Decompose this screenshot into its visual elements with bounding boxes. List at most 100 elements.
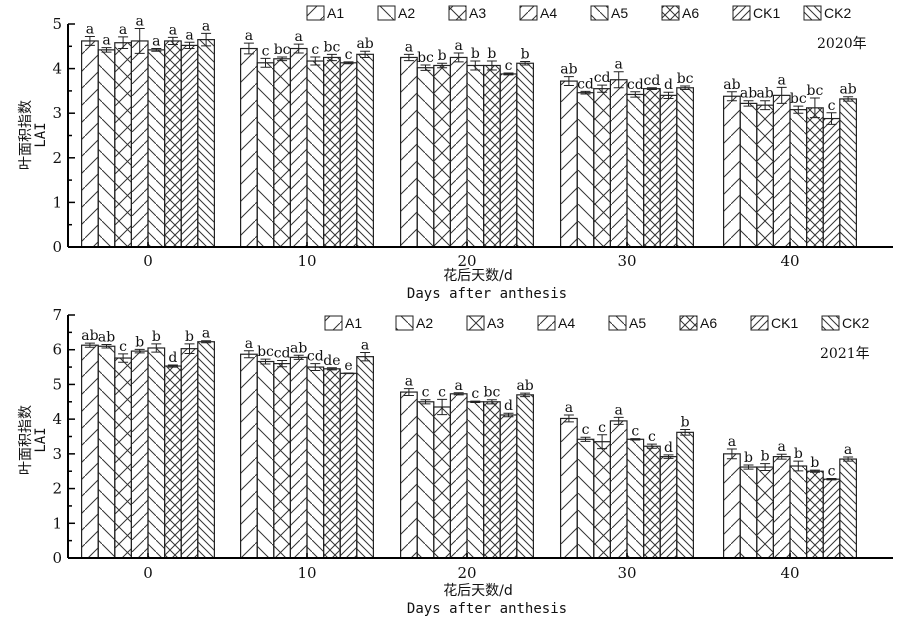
- significance-label: bc: [677, 71, 694, 87]
- error-bar: [201, 340, 212, 344]
- error-bar: [663, 454, 674, 459]
- bar-a1-day-40: [722, 453, 741, 559]
- bar-ck1-day-10: [339, 372, 358, 559]
- bar-a5-day-40: [789, 465, 808, 559]
- legend-swatch-a5: [608, 315, 627, 331]
- significance-label: c: [598, 420, 606, 436]
- bar-a1-day-10: [240, 47, 258, 248]
- bar-a2-day-30: [576, 92, 595, 248]
- error-bar: [843, 456, 854, 462]
- error-bar: [277, 56, 288, 62]
- error-bar: [843, 96, 854, 102]
- error-bar: [326, 53, 337, 62]
- significance-label: b: [744, 450, 753, 466]
- bar-a5-day-0: [147, 347, 166, 559]
- error-bar: [134, 27, 145, 54]
- x-axis-title: 花后天数/d: [443, 583, 513, 599]
- significance-label: c: [828, 464, 836, 480]
- y-axis-title-en: LAI: [33, 427, 49, 452]
- x-axis-title-en: Days after anthesis: [407, 286, 567, 302]
- error-bar: [597, 434, 608, 450]
- significance-label: a: [245, 28, 253, 44]
- error-bar: [597, 84, 608, 93]
- significance-label: a: [169, 22, 177, 38]
- bar-ck2-day-0: [197, 39, 216, 248]
- significance-label: a: [361, 337, 369, 353]
- significance-label: b: [185, 329, 194, 345]
- significance-label: b: [681, 415, 690, 431]
- error-bar: [84, 35, 95, 46]
- error-bar: [167, 36, 178, 46]
- error-bar: [420, 64, 431, 71]
- significance-label: d: [664, 440, 673, 456]
- legend-swatch-a1: [324, 315, 343, 331]
- significance-label: a: [136, 13, 144, 29]
- bar-a4-day-0: [130, 40, 149, 248]
- error-bar: [776, 86, 787, 104]
- y-tick-label: 5: [52, 15, 62, 33]
- legend-swatch-ck1: [732, 5, 751, 21]
- error-bar: [184, 343, 195, 355]
- error-bar: [826, 478, 837, 481]
- error-bar: [743, 100, 754, 107]
- significance-label: bc: [790, 91, 807, 107]
- error-bar: [403, 388, 414, 397]
- legend-swatch-a2: [377, 5, 396, 21]
- error-bar: [101, 344, 112, 349]
- x-tick-label: 30: [617, 252, 636, 270]
- significance-label: b: [761, 449, 770, 465]
- legend-label-ck1: CK1: [753, 5, 780, 21]
- significance-label: b: [810, 455, 819, 471]
- significance-label: a: [86, 21, 94, 37]
- bar-ck2-day-20: [516, 394, 534, 559]
- significance-label: ab: [356, 36, 373, 52]
- error-bar: [201, 32, 212, 47]
- error-bar: [793, 460, 804, 472]
- error-bar: [580, 90, 591, 95]
- significance-label: cd: [307, 349, 324, 365]
- bar-a2-day-20: [416, 67, 435, 248]
- legend-swatch-a2: [395, 315, 414, 331]
- y-tick-label: 4: [52, 60, 62, 78]
- bar-a5-day-0: [147, 49, 166, 248]
- significance-label: d: [664, 77, 673, 93]
- error-bar: [293, 43, 304, 54]
- legend-swatch-a3: [448, 5, 467, 21]
- significance-label: c: [262, 43, 270, 59]
- legend-label-a6: A6: [700, 315, 717, 331]
- bar-a1-day-20: [400, 391, 418, 559]
- significance-label: c: [828, 98, 836, 114]
- error-bar: [453, 52, 464, 63]
- bar-a3-day-40: [756, 104, 774, 248]
- significance-label: c: [631, 424, 639, 440]
- bar-a3-day-40: [756, 466, 774, 559]
- bar-a2-day-0: [97, 345, 116, 559]
- error-bar: [167, 364, 178, 368]
- y-tick-label: 1: [52, 514, 62, 532]
- significance-label: b: [135, 334, 144, 350]
- bar-a2-day-20: [416, 401, 435, 559]
- legend-label-a5: A5: [611, 5, 628, 21]
- bar-a1-day-30: [559, 417, 578, 559]
- error-bar: [743, 464, 754, 470]
- bar-a3-day-20: [433, 64, 451, 248]
- significance-label: ab: [290, 340, 307, 356]
- significance-label: a: [202, 18, 210, 34]
- error-bar: [84, 342, 95, 348]
- significance-label: c: [505, 58, 513, 74]
- x-tick-label: 0: [143, 252, 153, 270]
- error-bar: [360, 50, 371, 58]
- bar-a2-day-10: [256, 62, 275, 248]
- error-bar: [726, 448, 737, 460]
- significance-label: cd: [577, 76, 594, 92]
- significance-label: a: [728, 434, 736, 450]
- significance-label: d: [504, 398, 513, 414]
- error-bar: [563, 76, 574, 87]
- significance-label: a: [295, 29, 303, 45]
- error-bar: [118, 353, 129, 363]
- significance-label: c: [438, 384, 446, 400]
- bar-a4-day-40: [772, 94, 791, 248]
- significance-label: c: [648, 429, 656, 445]
- bar-a3-day-0: [114, 357, 133, 559]
- significance-label: bc: [274, 42, 291, 58]
